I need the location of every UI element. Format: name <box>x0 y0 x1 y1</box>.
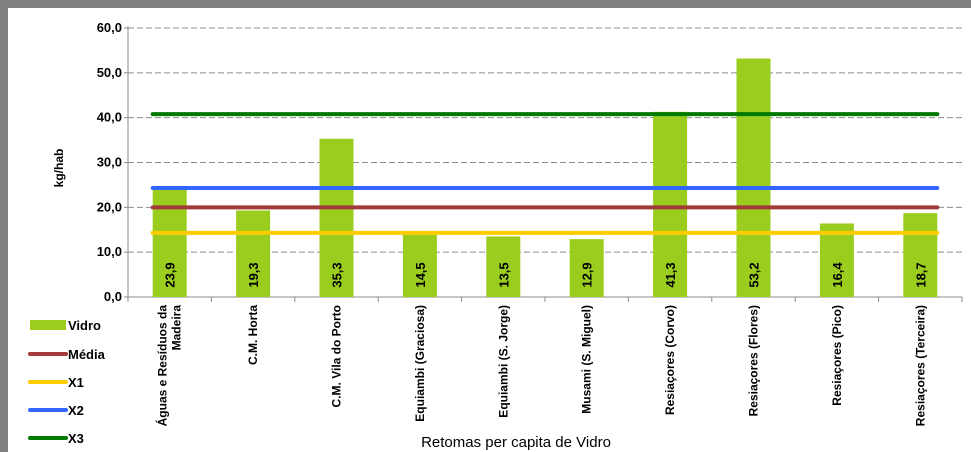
category-label: Madeira <box>170 305 184 351</box>
data-labels: 23,9 19,3 35,3 14,5 13,5 12,9 41,3 53,2 16,4 18,7 <box>163 262 929 288</box>
category-label: Resiaçores (Flores) <box>747 305 761 416</box>
data-label: 16,4 <box>830 262 845 288</box>
legend-label: Média <box>68 347 106 362</box>
reference-lines <box>150 112 940 235</box>
category-label: C.M. Horta <box>246 305 260 365</box>
y-tick-label: 10,0 <box>97 244 122 259</box>
category-label: Resiaçores (Pico) <box>830 305 844 406</box>
bar <box>819 223 854 297</box>
data-label: 41,3 <box>663 262 678 287</box>
category-label: Resiaçores (Corvo) <box>663 305 677 415</box>
data-label: 14,5 <box>413 262 428 287</box>
bar <box>736 58 771 298</box>
legend-swatch-vidro <box>30 320 66 330</box>
bar <box>903 213 938 297</box>
category-label: Equiambi (Graciosa) <box>413 305 427 422</box>
bar <box>653 111 688 297</box>
legend-label: Vidro <box>68 318 101 333</box>
bar <box>236 210 271 297</box>
data-label: 12,9 <box>580 262 595 287</box>
category-label: Musami (S. Miguel) <box>580 305 594 414</box>
y-tick-label: 20,0 <box>97 199 122 214</box>
bar <box>319 138 354 297</box>
data-label: 23,9 <box>163 262 178 287</box>
legend-label: X3 <box>68 431 84 446</box>
category-labels: Águas e Resíduos da Madeira C.M. Horta C.M.… <box>155 305 928 427</box>
legend: Vidro Média X1 X2 X3 <box>28 318 106 446</box>
legend-label: X1 <box>68 375 84 390</box>
y-tick-label: 50,0 <box>97 65 122 80</box>
bar <box>402 231 437 297</box>
category-label: Equiambi (S. Jorge) <box>496 305 510 418</box>
bar <box>569 239 604 297</box>
bars <box>152 58 938 298</box>
y-tick-label: 60,0 <box>97 20 122 35</box>
y-tick-label: 40,0 <box>97 110 122 125</box>
data-label: 19,3 <box>246 262 261 287</box>
data-label: 13,5 <box>496 262 511 287</box>
y-tick-label: 30,0 <box>97 155 122 170</box>
y-tick-label: 0,0 <box>104 289 122 304</box>
x-axis-title: Retomas per capita de Vidro <box>421 434 611 451</box>
bar <box>486 236 521 297</box>
data-label: 18,7 <box>913 262 928 287</box>
category-label: Resiaçores (Terceira) <box>913 305 927 426</box>
data-label: 35,3 <box>330 262 345 287</box>
y-axis-title: kg/hab <box>52 149 66 188</box>
category-label: Águas e Resíduos da <box>155 305 170 427</box>
legend-label: X2 <box>68 403 84 418</box>
data-label: 53,2 <box>747 262 762 287</box>
category-label: C.M. Vila do Porto <box>330 305 344 407</box>
